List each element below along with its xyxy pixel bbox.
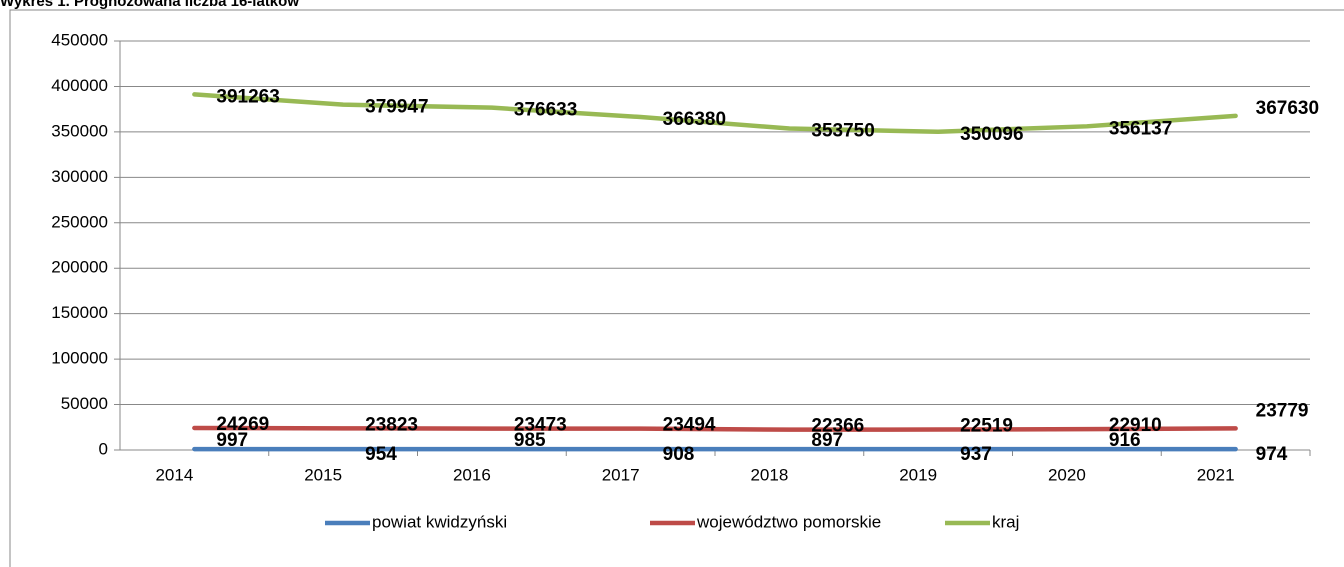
data-label: 353750	[811, 120, 874, 141]
x-tick-label: 2018	[750, 465, 788, 484]
y-tick-label: 450000	[51, 30, 108, 49]
x-tick-label: 2016	[453, 465, 491, 484]
data-label: 916	[1109, 430, 1141, 451]
data-label: 22910	[1109, 415, 1162, 436]
data-label: 367630	[1256, 98, 1319, 119]
x-tick-label: 2014	[155, 465, 193, 484]
data-label: 997	[216, 430, 248, 451]
data-label: 23494	[663, 415, 716, 436]
data-label: 985	[514, 430, 546, 451]
chart-frame	[9, 9, 1344, 567]
y-tick-label: 50000	[61, 394, 108, 413]
series-line	[192, 92, 1238, 135]
chart-title: Wykres 1. Prognozowana liczba 16-latków	[0, 0, 299, 10]
y-tick-label: 150000	[51, 303, 108, 322]
y-tick-label: 250000	[51, 212, 108, 231]
legend-label: powiat kwidzyński	[372, 512, 507, 531]
y-tick-label: 400000	[51, 76, 108, 95]
data-label: 379947	[365, 97, 428, 118]
legend-label: województwo pomorskie	[696, 512, 881, 531]
data-label: 350096	[960, 124, 1023, 145]
data-label: 937	[960, 444, 992, 465]
data-label: 366380	[663, 109, 726, 130]
y-tick-label: 200000	[51, 258, 108, 277]
data-label: 23823	[365, 414, 418, 435]
x-tick-label: 2019	[899, 465, 937, 484]
y-tick-label: 100000	[51, 349, 108, 368]
series-line	[192, 425, 1238, 432]
data-label: 974	[1256, 444, 1288, 465]
x-tick-label: 2021	[1197, 465, 1235, 484]
x-tick-label: 2015	[304, 465, 342, 484]
x-tick-label: 2020	[1048, 465, 1086, 484]
data-label: 356137	[1109, 118, 1172, 139]
data-label: 23779	[1256, 400, 1309, 421]
data-label: 954	[365, 444, 397, 465]
legend-label: kraj	[992, 512, 1019, 531]
data-label: 24269	[216, 414, 269, 435]
y-tick-label: 350000	[51, 121, 108, 140]
data-label: 897	[811, 430, 843, 451]
data-label: 23473	[514, 415, 567, 436]
x-tick-label: 2017	[602, 465, 640, 484]
data-label: 376633	[514, 100, 577, 121]
data-label: 22519	[960, 416, 1013, 437]
y-tick-label: 0	[99, 439, 108, 458]
data-label: 908	[663, 444, 695, 465]
y-tick-label: 300000	[51, 167, 108, 186]
data-label: 22366	[811, 416, 864, 437]
data-label: 391263	[216, 86, 279, 107]
